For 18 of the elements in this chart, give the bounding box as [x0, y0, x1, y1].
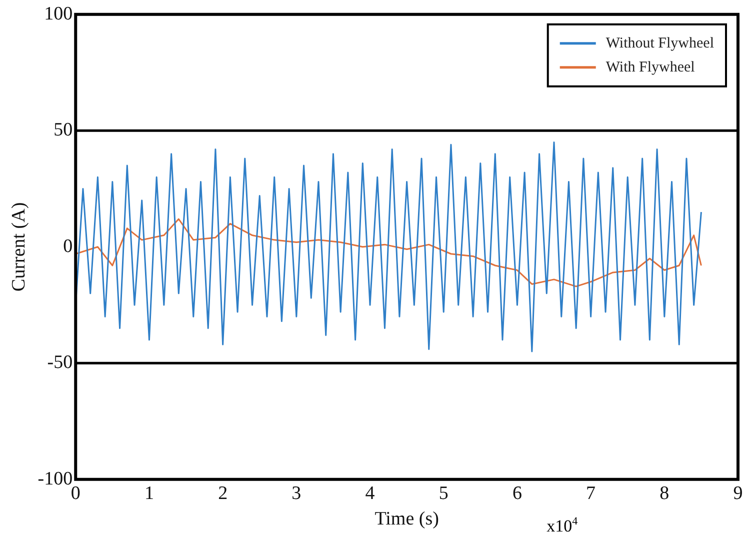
x-tick-label: 5 — [438, 482, 448, 504]
legend-label: With Flywheel — [606, 59, 695, 76]
x-tick-label: 6 — [512, 482, 522, 504]
x-tick-label: 1 — [144, 482, 154, 504]
y-tick-label: 50 — [54, 120, 73, 141]
x-tick-label: 3 — [292, 482, 302, 504]
x-tick-label: 4 — [365, 482, 376, 504]
x-tick-label: 7 — [586, 482, 596, 504]
legend-label: Without Flywheel — [606, 35, 714, 52]
y-tick-label: -50 — [47, 352, 73, 374]
y-axis-title: Current (A) — [8, 202, 30, 292]
y-tick-label: 100 — [44, 3, 73, 24]
x-tick-label: 8 — [660, 482, 670, 504]
y-tick-label: 0 — [63, 236, 73, 257]
y-tick-label: -100 — [38, 468, 73, 490]
x-tick-label: 2 — [218, 482, 228, 504]
x-axis-title: Time (s) — [374, 508, 439, 530]
x-tick-label: 9 — [733, 482, 743, 504]
